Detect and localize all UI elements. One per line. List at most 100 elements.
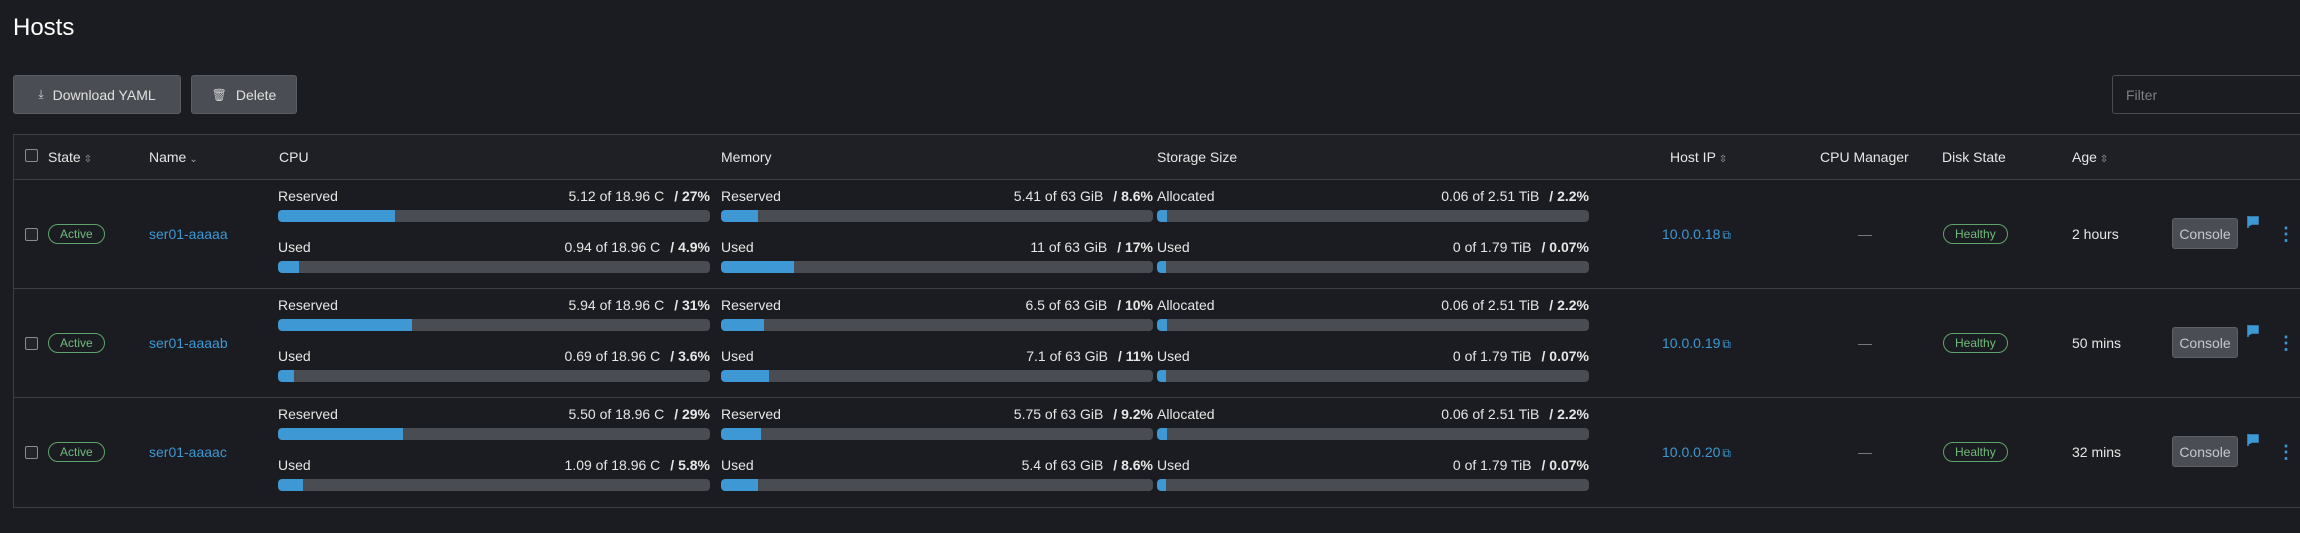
- metric-sto-used: Used 0 of 1.79 TiB / 0.07%: [1157, 348, 1589, 388]
- progress-fill: [1157, 428, 1167, 440]
- flag-icon[interactable]: [2247, 216, 2259, 228]
- metric-amount: 0 of 1.79 TiB / 0.07%: [1453, 457, 1589, 473]
- metric-label: Used: [278, 457, 311, 473]
- status-badge: Active: [48, 224, 105, 244]
- flag-icon[interactable]: [2247, 434, 2259, 446]
- row-checkbox[interactable]: [25, 337, 38, 350]
- metric-amount: 1.09 of 18.96 C / 5.8%: [565, 457, 710, 473]
- host-ip-link[interactable]: 10.0.0.20 ⧉: [1662, 444, 1731, 461]
- progress-bar: [721, 428, 1153, 440]
- host-ip-link[interactable]: 10.0.0.19 ⧉: [1662, 335, 1731, 352]
- progress-bar: [1157, 319, 1589, 331]
- column-header-age[interactable]: Age ⇳: [2072, 149, 2108, 165]
- metric-amount-value: 5.41 of 63 GiB: [1013, 188, 1104, 204]
- metric-percent: / 11%: [1117, 348, 1153, 364]
- progress-fill: [1157, 210, 1167, 222]
- metric-cpu-used: Used 1.09 of 18.96 C / 5.8%: [278, 457, 710, 497]
- metric-amount-value: 5.50 of 18.96 C: [568, 406, 665, 422]
- column-header-memory: Memory: [721, 149, 772, 165]
- column-header-state[interactable]: State ⇳: [48, 149, 92, 165]
- copy-icon[interactable]: ⧉: [1722, 228, 1731, 242]
- progress-fill: [721, 319, 765, 331]
- metric-percent: / 0.07%: [1541, 457, 1589, 473]
- column-header-host-ip[interactable]: Host IP ⇳: [1670, 149, 1727, 165]
- metric-label: Reserved: [278, 406, 338, 422]
- sort-desc-icon: ⌄: [189, 154, 198, 165]
- metric-amount: 0.69 of 18.96 C / 3.6%: [565, 348, 710, 364]
- flag-icon[interactable]: [2247, 325, 2259, 337]
- table-row: Active ser01-aaaac Reserved 5.50 of 18.96 C…: [14, 398, 2300, 507]
- metric-sto-used: Used 0 of 1.79 TiB / 0.07%: [1157, 239, 1589, 279]
- progress-fill: [721, 479, 759, 491]
- metric-label: Allocated: [1157, 406, 1215, 422]
- progress-bar: [721, 319, 1153, 331]
- metric-amount-value: 1.09 of 18.96 C: [564, 457, 661, 473]
- progress-bar: [721, 479, 1153, 491]
- metric-amount-value: 7.1 of 63 GiB: [1026, 348, 1108, 364]
- column-header-cpu-manager: CPU Manager: [1820, 149, 1909, 165]
- sort-icon: ⇳: [83, 154, 93, 165]
- cpu-manager-value: —: [1858, 226, 1872, 242]
- metric-amount: 5.94 of 18.96 C / 31%: [568, 297, 710, 313]
- age-value: 50 mins: [2072, 335, 2122, 351]
- metric-amount-value: 0 of 1.79 TiB: [1452, 348, 1532, 364]
- host-name-link[interactable]: ser01-aaaaa: [149, 226, 228, 242]
- row-checkbox[interactable]: [25, 446, 38, 459]
- filter-input[interactable]: [2112, 75, 2300, 114]
- more-actions-icon[interactable]: ⋮: [2277, 442, 2295, 462]
- progress-fill: [1157, 479, 1166, 491]
- column-header-name[interactable]: Name ⌄: [149, 149, 198, 165]
- metric-amount: 6.5 of 63 GiB / 10%: [1025, 297, 1153, 313]
- host-name-link[interactable]: ser01-aaaac: [149, 444, 227, 460]
- metric-cpu-reserved: Reserved 5.94 of 18.96 C / 31%: [278, 297, 710, 337]
- download-icon: ⤓: [38, 87, 44, 101]
- copy-icon[interactable]: ⧉: [1722, 446, 1731, 460]
- column-header-state-label: State: [48, 149, 81, 165]
- metric-amount: 5.12 of 18.96 C / 27%: [568, 188, 710, 204]
- more-actions-icon[interactable]: ⋮: [2277, 333, 2295, 353]
- metric-amount-value: 5.75 of 63 GiB: [1013, 406, 1104, 422]
- metric-label: Used: [1157, 239, 1190, 255]
- metric-label: Reserved: [721, 188, 781, 204]
- copy-icon[interactable]: ⧉: [1722, 337, 1731, 351]
- metric-amount: 5.50 of 18.96 C / 29%: [568, 406, 710, 422]
- metric-amount: 0.94 of 18.96 C / 4.9%: [565, 239, 710, 255]
- disk-state-badge: Healthy: [1943, 333, 2008, 353]
- download-yaml-button[interactable]: ⤓ Download YAML: [13, 75, 181, 114]
- metric-amount: 5.4 of 63 GiB / 8.6%: [1022, 457, 1153, 473]
- sort-icon: ⇳: [2099, 154, 2109, 165]
- metric-sto-used: Used 0 of 1.79 TiB / 0.07%: [1157, 457, 1589, 497]
- progress-bar: [278, 370, 710, 382]
- metric-percent: / 2.2%: [1549, 406, 1589, 422]
- metric-label: Used: [278, 239, 311, 255]
- metric-percent: / 8.6%: [1113, 188, 1153, 204]
- metric-label: Used: [721, 457, 754, 473]
- console-button[interactable]: Console: [2172, 436, 2238, 467]
- progress-bar: [1157, 370, 1589, 382]
- progress-bar: [1157, 479, 1589, 491]
- page-title: Hosts: [13, 14, 75, 41]
- progress-bar: [1157, 428, 1589, 440]
- progress-bar: [278, 210, 710, 222]
- progress-bar: [1157, 261, 1589, 273]
- disk-state-badge: Healthy: [1943, 224, 2008, 244]
- row-checkbox[interactable]: [25, 228, 38, 241]
- cpu-manager-value: —: [1858, 444, 1872, 460]
- progress-fill: [278, 261, 300, 273]
- metric-mem-reserved: Reserved 5.75 of 63 GiB / 9.2%: [721, 406, 1153, 446]
- table-row: Active ser01-aaaaa Reserved 5.12 of 18.96 C…: [14, 180, 2300, 289]
- delete-button[interactable]: 🗑 Delete: [191, 75, 297, 114]
- metric-sto-allocated: Allocated 0.06 of 2.51 TiB / 2.2%: [1157, 406, 1589, 446]
- host-ip-link[interactable]: 10.0.0.18 ⧉: [1662, 226, 1731, 243]
- host-name-link[interactable]: ser01-aaaab: [149, 335, 228, 351]
- more-actions-icon[interactable]: ⋮: [2277, 224, 2295, 244]
- metric-amount: 5.75 of 63 GiB / 9.2%: [1014, 406, 1153, 422]
- console-button[interactable]: Console: [2172, 218, 2238, 249]
- progress-fill: [1157, 319, 1167, 331]
- progress-fill: [1157, 261, 1166, 273]
- metric-percent: / 10%: [1117, 297, 1153, 313]
- select-all-checkbox[interactable]: [25, 149, 38, 162]
- metric-sto-allocated: Allocated 0.06 of 2.51 TiB / 2.2%: [1157, 188, 1589, 228]
- console-button[interactable]: Console: [2172, 327, 2238, 358]
- progress-fill: [721, 428, 761, 440]
